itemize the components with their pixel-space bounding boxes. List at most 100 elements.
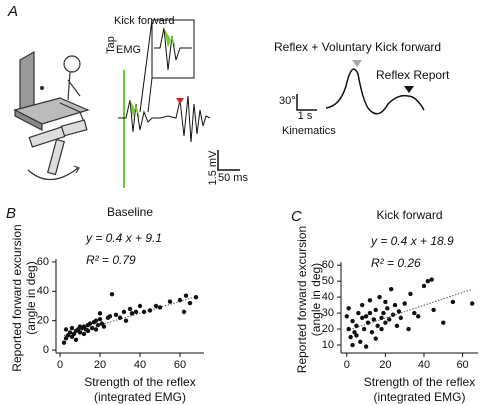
- data-point: [371, 317, 377, 322]
- data-point: [367, 298, 373, 303]
- data-point: [373, 307, 378, 313]
- data-point: [97, 317, 103, 322]
- fit-line: [63, 296, 197, 337]
- equation: y = 0.4 x + 9.1: [85, 231, 162, 245]
- data-point: [350, 318, 355, 324]
- y-tick-label: 30: [322, 307, 334, 319]
- data-point: [177, 297, 183, 303]
- scale-mv: 1.5 mV: [207, 150, 219, 186]
- data-point: [107, 314, 113, 319]
- data-point: [63, 327, 69, 332]
- data-point: [387, 317, 392, 322]
- emg-trace: [118, 19, 240, 188]
- x-tick-label: 60: [174, 359, 186, 371]
- data-point: [354, 323, 359, 329]
- data-point: [383, 299, 388, 305]
- data-point: [147, 308, 153, 313]
- data-point: [431, 307, 436, 313]
- y-tick-label: 40: [37, 285, 49, 297]
- chart-title: Kick forward: [376, 208, 442, 222]
- y-tick-label: 60: [37, 256, 49, 268]
- subject-illustration: [13, 50, 90, 181]
- data-point: [415, 314, 421, 319]
- scale-s: 1 s: [298, 110, 313, 122]
- data-point: [377, 294, 382, 300]
- data-point: [470, 301, 475, 306]
- data-point: [363, 344, 369, 349]
- y-tick-label: 20: [322, 323, 334, 335]
- data-point: [127, 306, 133, 312]
- data-point: [133, 309, 139, 315]
- data-point: [367, 310, 373, 316]
- data-point: [392, 302, 398, 308]
- x-tick-label: 0: [344, 359, 350, 371]
- kick-title: Reflex + Voluntary Kick forward: [274, 40, 441, 54]
- reflex-report: Reflex Report: [376, 68, 450, 82]
- data-point: [346, 306, 351, 311]
- data-point: [398, 315, 404, 321]
- data-point: [137, 303, 143, 309]
- data-point: [381, 310, 386, 316]
- data-point: [67, 330, 73, 335]
- data-point: [375, 323, 380, 329]
- panel-label: A: [7, 3, 18, 20]
- x-axis-label: (integrated EMG): [373, 390, 465, 404]
- data-point: [373, 336, 378, 341]
- x-tick-label: 20: [379, 359, 391, 371]
- data-point: [365, 320, 371, 325]
- data-point: [117, 315, 123, 320]
- data-point: [141, 309, 147, 315]
- data-point: [425, 278, 431, 284]
- data-point: [363, 314, 369, 319]
- data-point: [77, 330, 83, 335]
- scale-ms: 50 ms: [218, 172, 248, 184]
- data-point: [394, 323, 400, 329]
- data-point: [356, 310, 361, 316]
- data-point: [157, 305, 163, 310]
- x-tick-label: 40: [134, 359, 146, 371]
- panel-label: B: [6, 205, 16, 222]
- data-point: [193, 294, 199, 300]
- data-point: [408, 291, 413, 297]
- data-point: [61, 340, 67, 345]
- data-point: [358, 339, 363, 345]
- x-axis-label: Strength of the reflex: [364, 375, 475, 389]
- data-point: [402, 301, 407, 306]
- data-point: [396, 309, 402, 314]
- data-point: [383, 320, 388, 325]
- x-tick-label: 20: [94, 359, 106, 371]
- data-point: [121, 309, 127, 315]
- scale-deg: 30°: [279, 95, 296, 107]
- y-tick-label: 10: [322, 339, 334, 351]
- data-point: [69, 325, 75, 331]
- y-tick-label: 0: [43, 344, 49, 356]
- data-point: [129, 311, 135, 316]
- data-point: [95, 322, 101, 328]
- data-point: [109, 292, 115, 297]
- x-tick-label: 40: [418, 359, 430, 371]
- equation: y = 0.4 x + 18.9: [370, 234, 454, 248]
- data-point: [348, 334, 353, 340]
- data-point: [344, 314, 349, 319]
- data-point: [388, 286, 394, 292]
- tap-label: Tap: [105, 36, 117, 54]
- data-point: [379, 326, 384, 332]
- r-squared: R² = 0.79: [86, 253, 136, 267]
- data-point: [153, 303, 159, 309]
- data-point: [412, 310, 417, 316]
- r-squared: R² = 0.26: [371, 256, 421, 270]
- y-axis-label: Reported forward excursion: [295, 226, 309, 373]
- chart-title: Baseline: [107, 205, 153, 219]
- data-point: [187, 300, 193, 306]
- y-axis-label: (angle in deg): [309, 263, 323, 336]
- x-tick-label: 60: [456, 359, 468, 371]
- data-point: [85, 328, 91, 334]
- data-point: [87, 321, 93, 326]
- x-axis-label: Strength of the reflex: [84, 375, 195, 389]
- data-point: [93, 327, 99, 332]
- x-axis-label: (integrated EMG): [94, 390, 186, 404]
- data-point: [73, 337, 79, 342]
- data-point: [360, 302, 365, 308]
- data-point: [352, 330, 357, 335]
